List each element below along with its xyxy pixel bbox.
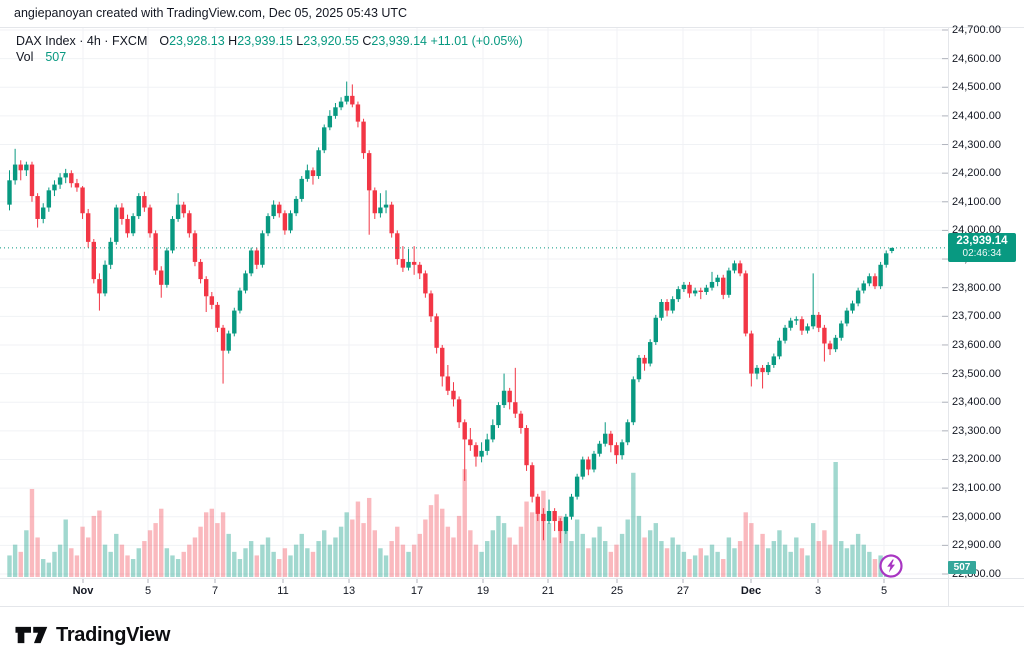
price-axis-label: 23,300.00 <box>952 424 1001 437</box>
time-axis-label: 27 <box>676 585 690 597</box>
volume-axis-badge: 507 <box>948 561 976 574</box>
price-axis-label: 23,200.00 <box>952 453 1001 466</box>
bottom-divider <box>0 606 1024 607</box>
tradingview-logo-mark <box>15 626 48 644</box>
chart-legend: DAX Index · 4h · FXCM O23,928.13 H23,939… <box>16 33 523 65</box>
time-axis-label: Nov <box>72 585 94 597</box>
time-axis-label: 17 <box>410 585 424 597</box>
price-axis-label: 24,700.00 <box>952 24 1001 36</box>
time-axis-label: 7 <box>211 585 219 597</box>
price-axis-label: 23,500.00 <box>952 367 1001 380</box>
price-axis-label: 23,100.00 <box>952 482 1001 495</box>
time-axis-label: 19 <box>476 585 490 597</box>
price-axis-label: 24,500.00 <box>952 81 1001 94</box>
lightning-bolt-icon[interactable] <box>878 553 904 579</box>
volume-label: Vol <box>16 50 34 64</box>
price-axis-label: 24,400.00 <box>952 109 1001 122</box>
legend-volume-row: Vol 507 <box>16 49 523 65</box>
tradingview-logo-text: TradingView <box>56 623 171 646</box>
interval-label: 4h <box>86 34 101 48</box>
symbol-name: DAX Index <box>16 34 76 48</box>
time-axis-label: 5 <box>880 585 888 597</box>
ohlc-open: O23,928.13 <box>159 34 225 48</box>
price-axis-label: 24,100.00 <box>952 195 1001 208</box>
price-axis-label: 23,800.00 <box>952 281 1001 294</box>
legend-symbol-row: DAX Index · 4h · FXCM O23,928.13 H23,939… <box>16 34 523 48</box>
bar-countdown: 02:46:34 <box>962 248 1002 259</box>
price-axis-label: 24,600.00 <box>952 52 1001 65</box>
ohlc-high: H23,939.15 <box>228 34 293 48</box>
top-divider <box>0 27 1024 28</box>
price-axis-label: 23,400.00 <box>952 396 1001 409</box>
price-axis-label: 22,900.00 <box>952 539 1001 552</box>
time-axis-label: 5 <box>144 585 152 597</box>
price-axis-label: 23,700.00 <box>952 310 1001 323</box>
price-axis-label: 24,200.00 <box>952 167 1001 180</box>
last-price-value: 23,939.14 <box>956 235 1008 247</box>
change-label: +11.01 (+0.05%) <box>430 34 523 48</box>
attribution-text: angiepanoyan created with TradingView.co… <box>14 6 408 20</box>
ohlc-low: L23,920.55 <box>296 34 359 48</box>
time-axis-label: 11 <box>277 585 289 597</box>
exchange-label: FXCM <box>111 34 148 48</box>
price-axis-divider <box>948 28 949 607</box>
last-price-badge: 23,939.14 02:46:34 <box>948 233 1016 262</box>
price-axis-label: 24,300.00 <box>952 138 1001 151</box>
time-axis-divider <box>0 578 1024 579</box>
volume-bars <box>7 462 895 577</box>
volume-value: 507 <box>45 50 67 64</box>
price-axis-label: 23,600.00 <box>952 338 1001 351</box>
time-axis-label: 21 <box>541 585 555 597</box>
time-axis-label: 13 <box>342 585 356 597</box>
time-axis-label: Dec <box>740 585 762 597</box>
ohlc-close: C23,939.14 <box>362 34 427 48</box>
price-axis-label: 23,000.00 <box>952 510 1001 523</box>
time-axis-label: 3 <box>814 585 822 597</box>
candles <box>7 81 895 544</box>
time-axis-label: 25 <box>610 585 624 597</box>
tradingview-logo[interactable]: TradingView <box>14 622 170 648</box>
